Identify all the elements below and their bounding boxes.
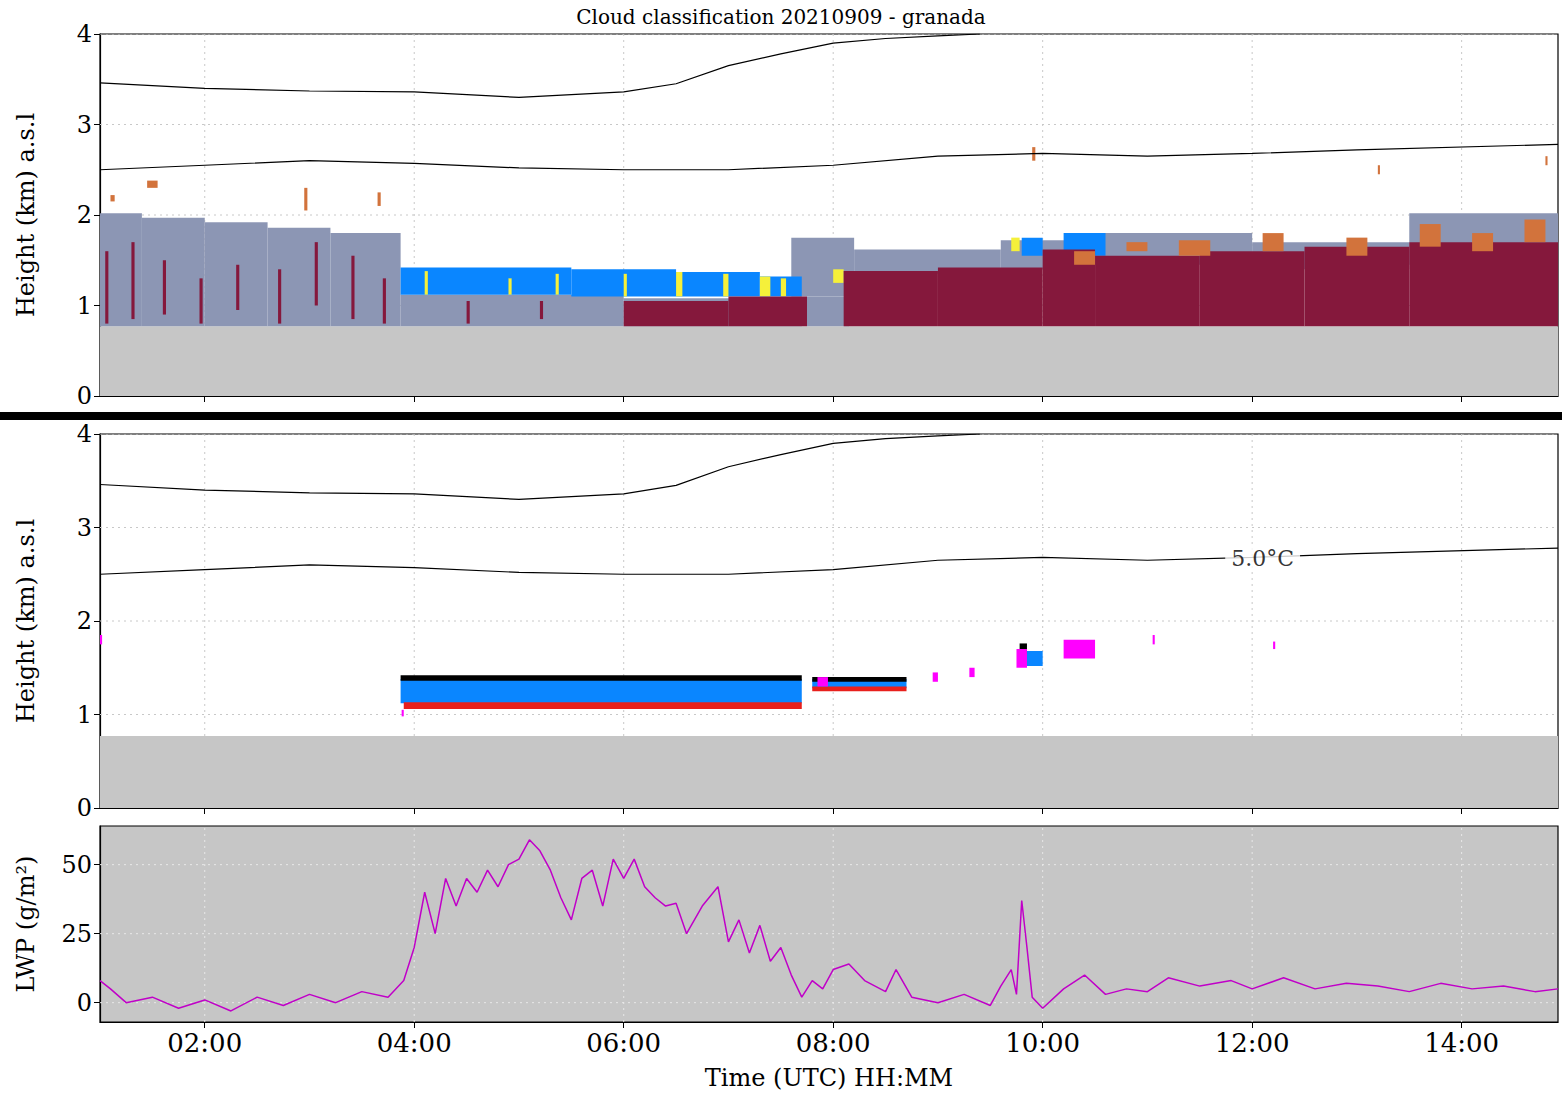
svg-text:2: 2 (77, 201, 92, 229)
svg-text:1: 1 (77, 701, 92, 729)
svg-text:4: 4 (77, 420, 92, 448)
svg-text:1: 1 (77, 292, 92, 320)
svg-text:0: 0 (77, 794, 92, 822)
svg-text:12:00: 12:00 (1215, 1028, 1290, 1058)
svg-text:3: 3 (77, 514, 92, 542)
svg-text:10:00: 10:00 (1005, 1028, 1080, 1058)
svg-text:0: 0 (77, 382, 92, 410)
svg-text:06:00: 06:00 (586, 1028, 661, 1058)
svg-text:02:00: 02:00 (167, 1028, 242, 1058)
svg-text:Time (UTC) HH:MM: Time (UTC) HH:MM (705, 1064, 953, 1092)
svg-text:0: 0 (77, 989, 92, 1017)
svg-text:5.0°C: 5.0°C (1231, 546, 1294, 571)
svg-text:LWP (g/m²): LWP (g/m²) (12, 856, 40, 993)
svg-text:3: 3 (77, 111, 92, 139)
svg-text:Cloud classification 20210909: Cloud classification 20210909 - granada (576, 5, 986, 29)
svg-text:04:00: 04:00 (377, 1028, 452, 1058)
svg-text:14:00: 14:00 (1424, 1028, 1499, 1058)
svg-text:2: 2 (77, 607, 92, 635)
svg-text:4: 4 (77, 20, 92, 48)
svg-text:25: 25 (61, 920, 92, 948)
svg-text:50: 50 (61, 851, 92, 879)
svg-text:Height (km) a.s.l: Height (km) a.s.l (12, 113, 40, 317)
svg-text:08:00: 08:00 (796, 1028, 871, 1058)
svg-text:Height (km) a.s.l: Height (km) a.s.l (12, 519, 40, 723)
